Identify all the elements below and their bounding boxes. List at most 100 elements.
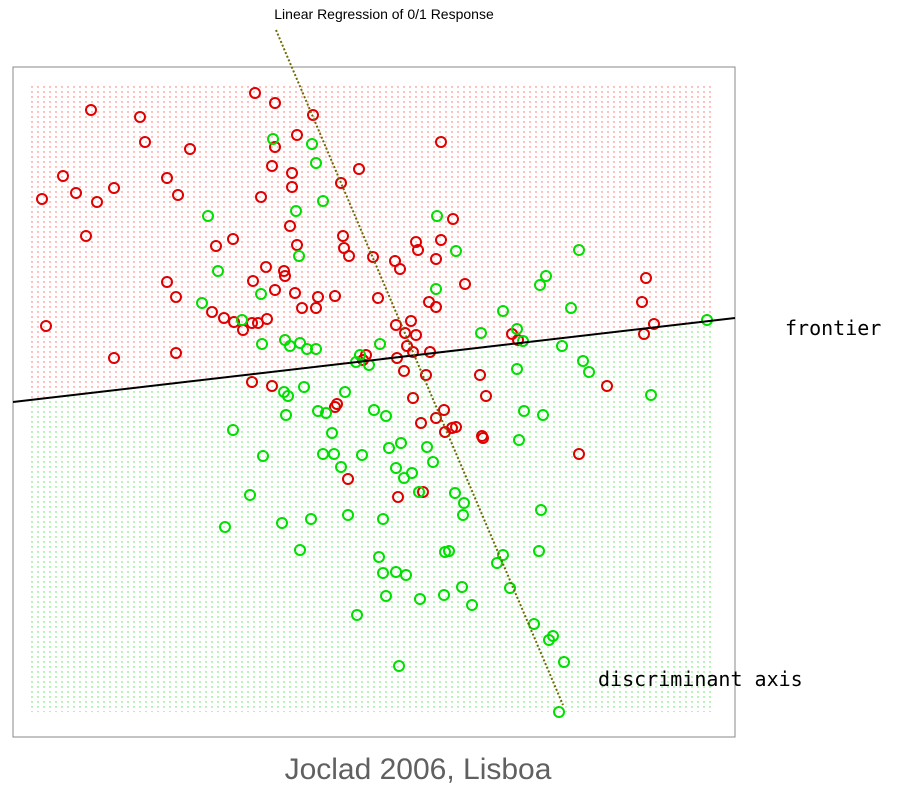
point (438, 404, 450, 416)
point (533, 545, 545, 557)
point (310, 343, 322, 355)
point (328, 448, 340, 460)
point (374, 338, 386, 350)
point (236, 314, 248, 326)
point (373, 551, 385, 563)
point (466, 599, 478, 611)
point (246, 376, 258, 388)
point (269, 141, 281, 153)
point (380, 410, 392, 422)
point (267, 133, 279, 145)
point (172, 189, 184, 201)
point (335, 177, 347, 189)
point (640, 272, 652, 284)
point (279, 270, 291, 282)
point (372, 292, 384, 304)
point (392, 491, 404, 503)
points (36, 87, 713, 718)
point (435, 136, 447, 148)
point (170, 347, 182, 359)
point (497, 549, 509, 561)
point (276, 517, 288, 529)
point (161, 172, 173, 184)
point (305, 513, 317, 525)
green-region (30, 320, 712, 712)
point (255, 288, 267, 300)
point (447, 213, 459, 225)
point (310, 302, 322, 314)
point (517, 335, 529, 347)
point (219, 521, 231, 533)
point (108, 352, 120, 364)
point (573, 244, 585, 256)
point (266, 160, 278, 172)
point (558, 656, 570, 668)
point (269, 97, 281, 109)
point (294, 337, 306, 349)
point (196, 297, 208, 309)
frontier-line (12, 317, 736, 403)
point (296, 302, 308, 314)
point (394, 263, 406, 275)
point (457, 509, 469, 521)
point (255, 191, 267, 203)
point (480, 390, 492, 402)
point (398, 472, 410, 484)
point (170, 291, 182, 303)
point (636, 296, 648, 308)
point (534, 279, 546, 291)
point (399, 327, 411, 339)
point (266, 380, 278, 392)
point (227, 424, 239, 436)
point (161, 276, 173, 288)
point (450, 245, 462, 257)
point (342, 473, 354, 485)
annotation: discriminant axis (598, 667, 803, 691)
point (438, 589, 450, 601)
point (497, 305, 509, 317)
point (511, 363, 523, 375)
point (414, 593, 426, 605)
point (577, 355, 589, 367)
point (280, 409, 292, 421)
point (244, 489, 256, 501)
point (407, 346, 419, 358)
point (477, 432, 489, 444)
point (312, 291, 324, 303)
point (290, 205, 302, 217)
point (228, 316, 240, 328)
point (257, 450, 269, 462)
point (367, 251, 379, 263)
point (405, 315, 417, 327)
point (449, 487, 461, 499)
point (645, 389, 657, 401)
point (289, 287, 301, 299)
point (210, 240, 222, 252)
point (427, 456, 439, 468)
point (351, 609, 363, 621)
point (601, 380, 613, 392)
point (535, 504, 547, 516)
point (573, 448, 585, 460)
point (456, 581, 468, 593)
point (417, 486, 429, 498)
point (518, 405, 530, 417)
point (393, 660, 405, 672)
point (286, 167, 298, 179)
point (329, 290, 341, 302)
point (326, 427, 338, 439)
point (337, 230, 349, 242)
point (407, 392, 419, 404)
point (261, 313, 273, 325)
point (356, 449, 368, 461)
point (256, 338, 268, 350)
point (298, 381, 310, 393)
point (202, 210, 214, 222)
point (320, 407, 332, 419)
point (400, 569, 412, 581)
point (70, 187, 82, 199)
point (184, 143, 196, 155)
footer: Joclad 2006, Lisboa (285, 753, 552, 786)
point (401, 340, 413, 352)
